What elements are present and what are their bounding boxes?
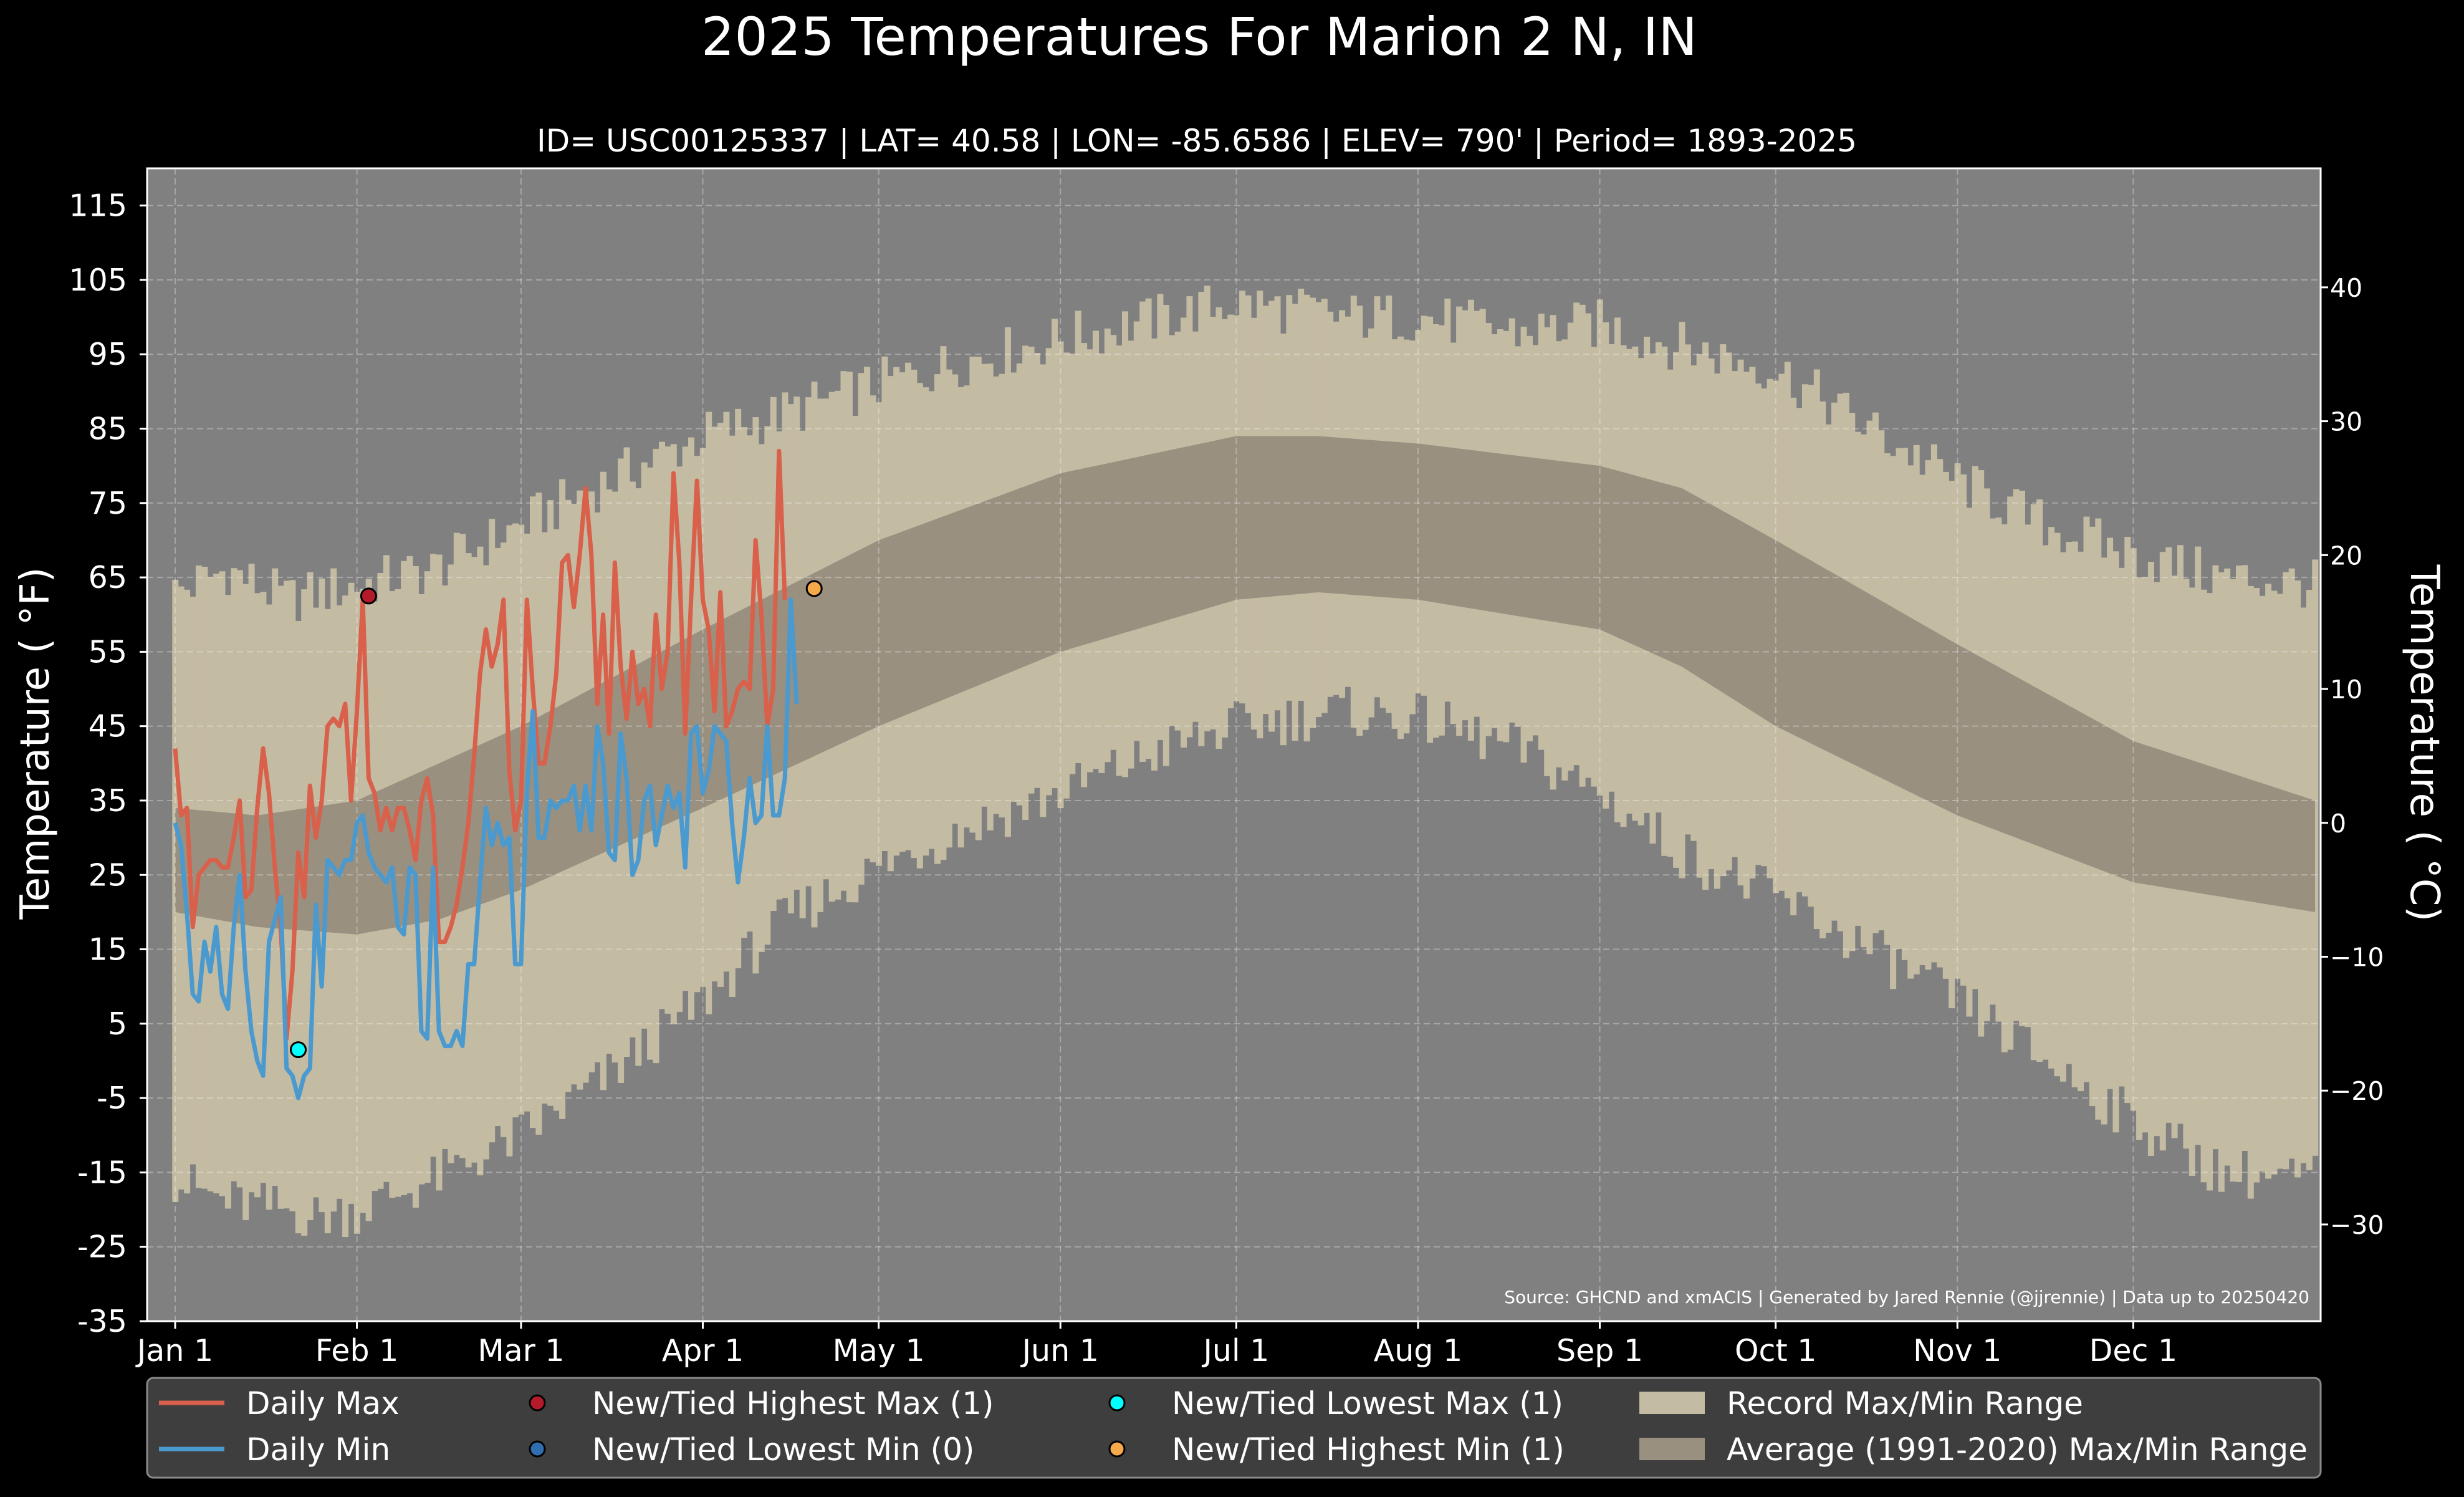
y-right-tick-label: 0 (2330, 809, 2346, 839)
legend: Daily Max Daily Min New/Tied Highest Max (… (146, 1377, 2322, 1479)
legend-label-highest-max: New/Tied Highest Max (1) (592, 1385, 994, 1422)
lowest-max-marker (290, 1041, 307, 1059)
y-tick-label: 5 (108, 1006, 127, 1042)
legend-swatch-highest-max (529, 1394, 546, 1412)
legend-label-normal-range: Average (1991-2020) Max/Min Range (1727, 1432, 2308, 1468)
y-right-tick-label: 40 (2330, 273, 2362, 303)
y-axis-label-right: Temperature ( °C) (2401, 564, 2447, 922)
legend-swatch-normal-range (1639, 1438, 1705, 1460)
x-tick-label: Dec 1 (2089, 1333, 2178, 1369)
y-tick-label: 105 (69, 262, 127, 298)
x-tick-label: Jun 1 (1020, 1333, 1099, 1369)
y-axis-right: 40 30 20 10 0 −10 −20 −30 (2321, 273, 2384, 1240)
normal-range-area (175, 436, 2315, 935)
legend-swatch-highest-min (1108, 1440, 1126, 1458)
y-tick-label: -25 (77, 1230, 127, 1265)
legend-label-daily-max: Daily Max (246, 1385, 400, 1422)
y-tick-label: 115 (69, 188, 127, 224)
record-markers (290, 580, 823, 1059)
y-tick-label: 15 (89, 932, 127, 968)
x-tick-label: Aug 1 (1374, 1333, 1462, 1369)
x-tick-label: Jul 1 (1201, 1333, 1269, 1369)
x-tick-label: Mar 1 (477, 1333, 564, 1369)
highest-min-marker (805, 580, 823, 597)
y-right-tick-label: −10 (2330, 942, 2384, 972)
source-note: Source: GHCND and xmACIS | Generated by … (1504, 1287, 2309, 1307)
record-range-bar (2312, 559, 2319, 1156)
legend-label-lowest-min: New/Tied Lowest Min (0) (592, 1432, 974, 1468)
x-tick-label: Jan 1 (135, 1333, 213, 1369)
legend-label-highest-min: New/Tied Highest Min (1) (1172, 1432, 1565, 1468)
x-tick-label: Oct 1 (1735, 1333, 1816, 1369)
legend-label-lowest-max: New/Tied Lowest Max (1) (1172, 1385, 1563, 1422)
y-tick-label: 55 (89, 634, 127, 670)
x-tick-label: Sep 1 (1556, 1333, 1643, 1369)
y-right-tick-label: 20 (2330, 541, 2362, 570)
legend-box (146, 1377, 2322, 1479)
y-tick-label: 25 (89, 857, 127, 893)
legend-swatch-lowest-max (1108, 1394, 1126, 1412)
y-tick-label: 45 (89, 709, 127, 744)
y-tick-label: -5 (97, 1081, 127, 1116)
y-tick-label: 65 (89, 560, 127, 595)
chart-title: 2025 Temperatures For Marion 2 N, IN (701, 6, 1697, 67)
legend-swatch-record-range (1639, 1392, 1705, 1414)
y-tick-label: 95 (89, 337, 127, 372)
y-tick-label: 35 (89, 783, 127, 819)
y-axis-left: 115 105 95 85 75 65 55 45 35 25 15 5 -5 -15 -25 -35 (69, 188, 147, 1339)
normal-range-band (175, 436, 2315, 935)
y-tick-label: -35 (77, 1304, 127, 1339)
y-axis-label-left: Temperature ( °F) (12, 567, 59, 920)
daily-min-line (173, 597, 799, 1100)
x-axis: Jan 1 Feb 1 Mar 1 Apr 1 May 1 Jun 1 Jul 1 Aug 1… (135, 1321, 2177, 1369)
legend-label-daily-min: Daily Min (246, 1432, 390, 1468)
x-tick-label: Nov 1 (1913, 1333, 2001, 1369)
daily-max-line (173, 448, 787, 1041)
y-tick-label: 75 (89, 486, 127, 521)
plot-frame (146, 167, 2322, 1322)
x-tick-label: May 1 (833, 1333, 925, 1369)
y-right-tick-label: 30 (2330, 407, 2362, 437)
legend-label-record-range: Record Max/Min Range (1727, 1385, 2083, 1422)
highest-max-marker (360, 587, 377, 605)
y-right-tick-label: −20 (2330, 1076, 2384, 1106)
y-tick-label: 85 (89, 412, 127, 447)
y-right-tick-label: −30 (2330, 1210, 2384, 1240)
x-tick-label: Feb 1 (315, 1333, 399, 1369)
y-tick-label: -15 (77, 1155, 127, 1190)
legend-swatch-lowest-min (529, 1440, 546, 1458)
y-right-tick-label: 10 (2330, 675, 2362, 705)
x-tick-label: Apr 1 (662, 1333, 744, 1369)
chart-subtitle: ID= USC00125337 | LAT= 40.58 | LON= -85.… (537, 123, 1857, 159)
